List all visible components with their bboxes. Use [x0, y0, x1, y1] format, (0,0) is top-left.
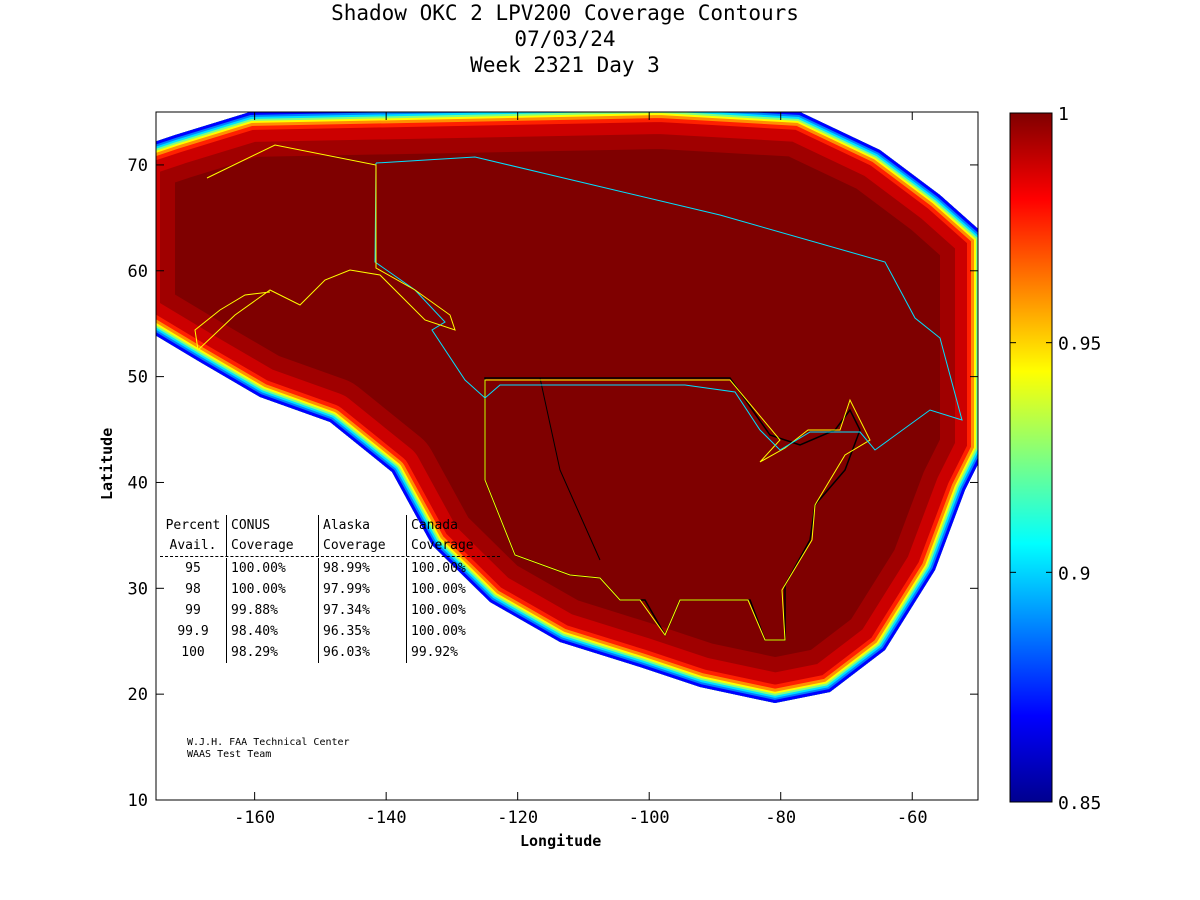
- y-tick-label: 10: [128, 791, 148, 811]
- table-row: 95 100.00% 98.99% 100.00%: [160, 558, 500, 579]
- x-tick-label: -60: [897, 808, 928, 828]
- colorbar-tick-label: 0.85: [1058, 793, 1101, 814]
- colorbar-tick-label: 0.95: [1058, 334, 1101, 355]
- coverage-table: Percent CONUS Alaska Canada Avail. Coverage Co…: [160, 515, 500, 663]
- table-cell: 98.40%: [226, 621, 318, 642]
- table-cell: 96.03%: [318, 642, 406, 663]
- table-cell: 98.99%: [318, 558, 406, 579]
- chart-week: Week 2321 Day 3: [470, 53, 660, 77]
- x-tick-label: -80: [765, 808, 796, 828]
- credit-text: W.J.H. FAA Technical Center WAAS Test Tea…: [187, 737, 350, 761]
- table-header: CONUS: [226, 515, 318, 536]
- chart-title: Shadow OKC 2 LPV200 Coverage Contours: [331, 1, 799, 25]
- table-header: Alaska: [318, 515, 406, 536]
- alaska-service-boundary: [194, 144, 456, 352]
- coverage-level-1: [156, 112, 978, 703]
- table-row: 100 98.29% 96.03% 99.92%: [160, 642, 500, 663]
- table-header: Percent: [165, 518, 221, 533]
- canada-service-boundary: [374, 156, 963, 451]
- state-lines: [485, 377, 601, 561]
- table-cell: 98: [185, 582, 201, 597]
- table-cell: 99: [185, 603, 201, 618]
- coverage-band: [156, 112, 978, 703]
- table-cell: 95: [185, 561, 201, 576]
- table-header: Coverage: [318, 536, 406, 556]
- table-header: Coverage: [226, 536, 318, 556]
- conus-service-boundary: [484, 379, 871, 641]
- x-tick-label: -120: [497, 808, 538, 828]
- table-row: 99.9 98.40% 96.35% 100.00%: [160, 621, 500, 642]
- coverage-contours: [156, 112, 978, 703]
- table-cell: 97.34%: [318, 600, 406, 621]
- y-tick-label: 20: [128, 685, 148, 705]
- table-cell: 99.9: [177, 624, 209, 639]
- y-tick-label: 30: [128, 579, 148, 599]
- table-cell: 98.29%: [226, 642, 318, 663]
- table-header: Avail.: [169, 538, 217, 553]
- coastline-outlines: [194, 144, 963, 641]
- credit-line: WAAS Test Team: [187, 749, 272, 760]
- credit-line: W.J.H. FAA Technical Center: [187, 737, 350, 748]
- plot-frame: [155, 111, 979, 801]
- x-tick-label: -100: [629, 808, 670, 828]
- table-cell: 100.00%: [226, 558, 318, 579]
- x-tick-label: -140: [366, 808, 407, 828]
- table-cell: 100.00%: [226, 579, 318, 600]
- y-tick-label: 70: [128, 156, 148, 176]
- y-axis-label: Latitude: [98, 428, 116, 500]
- x-axis-label: Longitude: [520, 832, 601, 850]
- table-cell: 97.99%: [318, 579, 406, 600]
- table-row: 99 99.88% 97.34% 100.00%: [160, 600, 500, 621]
- colorbar: [1009, 112, 1053, 803]
- table-cell: 100.00%: [406, 621, 500, 642]
- table-cell: 96.35%: [318, 621, 406, 642]
- x-tick-label: -160: [234, 808, 275, 828]
- y-tick-label: 60: [128, 262, 148, 282]
- y-tick-label: 50: [128, 368, 148, 388]
- table-header: Coverage: [406, 536, 500, 556]
- table-header: Canada: [406, 515, 500, 536]
- table-cell: 100.00%: [406, 600, 500, 621]
- table-cell: 100.00%: [406, 579, 500, 600]
- table-cell: 99.88%: [226, 600, 318, 621]
- table-header-row: Percent CONUS Alaska Canada: [160, 515, 500, 536]
- y-tick-label: 40: [128, 473, 148, 493]
- table-cell: 99.92%: [406, 642, 500, 663]
- table-cell: 100.00%: [406, 558, 500, 579]
- chart-date: 07/03/24: [514, 27, 616, 51]
- colorbar-tick-label: 1: [1058, 104, 1069, 125]
- table-row: 98 100.00% 97.99% 100.00%: [160, 579, 500, 600]
- colorbar-tick-label: 0.9: [1058, 563, 1091, 584]
- table-cell: 100: [181, 645, 205, 660]
- table-header-row: Avail. Coverage Coverage Coverage: [160, 536, 500, 557]
